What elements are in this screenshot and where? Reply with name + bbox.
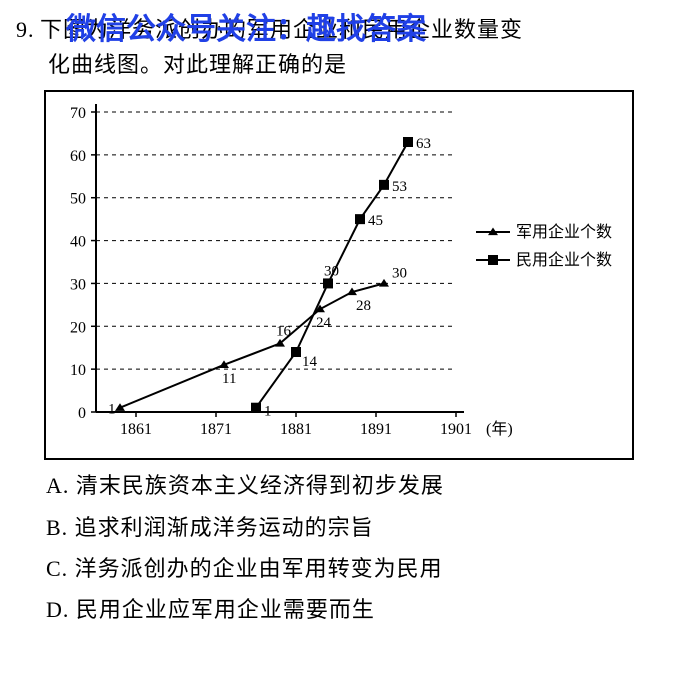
line-chart: 01020304050607018611871188118911901(年)11… xyxy=(46,92,632,458)
svg-text:30: 30 xyxy=(70,277,86,294)
svg-text:28: 28 xyxy=(356,298,371,314)
question-text-line2: 化曲线图。对此理解正确的是 xyxy=(16,47,684,82)
svg-text:24: 24 xyxy=(316,316,332,332)
svg-text:45: 45 xyxy=(368,214,383,230)
answer-options: A. 清末民族资本主义经济得到初步发展 B. 追求利润渐成洋务运动的宗旨 C. … xyxy=(16,468,684,627)
svg-text:63: 63 xyxy=(416,136,431,152)
question-header: 9. 下图为洋务派创办的军用企业和民用企业数量变 化曲线图。对此理解正确的是 微… xyxy=(16,12,684,82)
svg-text:(年): (年) xyxy=(486,420,513,438)
svg-text:1861: 1861 xyxy=(120,421,152,438)
svg-text:1881: 1881 xyxy=(280,421,312,438)
svg-text:11: 11 xyxy=(222,371,236,387)
svg-text:30: 30 xyxy=(392,266,407,282)
svg-text:军用企业个数: 军用企业个数 xyxy=(516,223,612,241)
svg-text:民用企业个数: 民用企业个数 xyxy=(516,251,612,269)
option-b[interactable]: B. 追求利润渐成洋务运动的宗旨 xyxy=(46,510,684,545)
svg-text:1: 1 xyxy=(108,402,116,418)
svg-text:14: 14 xyxy=(302,354,318,370)
svg-text:1871: 1871 xyxy=(200,421,232,438)
svg-text:40: 40 xyxy=(70,234,86,251)
svg-text:53: 53 xyxy=(392,179,407,195)
svg-text:50: 50 xyxy=(70,191,86,208)
option-a[interactable]: A. 清末民族资本主义经济得到初步发展 xyxy=(46,468,684,503)
svg-text:70: 70 xyxy=(70,105,86,122)
svg-text:10: 10 xyxy=(70,363,86,380)
svg-text:1891: 1891 xyxy=(360,421,392,438)
svg-text:30: 30 xyxy=(324,264,339,280)
svg-text:1: 1 xyxy=(264,404,272,420)
option-d[interactable]: D. 民用企业应军用企业需要而生 xyxy=(46,592,684,627)
svg-text:20: 20 xyxy=(70,320,86,337)
option-c[interactable]: C. 洋务派创办的企业由军用转变为民用 xyxy=(46,551,684,586)
svg-text:0: 0 xyxy=(78,405,86,422)
chart-container: 01020304050607018611871188118911901(年)11… xyxy=(44,90,634,460)
svg-text:60: 60 xyxy=(70,148,86,165)
question-text-line1: 下图为洋务派创办的军用企业和民用企业数量变 xyxy=(40,17,523,42)
svg-text:1901: 1901 xyxy=(440,421,472,438)
question-number: 9. xyxy=(16,17,35,42)
svg-text:16: 16 xyxy=(276,324,292,340)
